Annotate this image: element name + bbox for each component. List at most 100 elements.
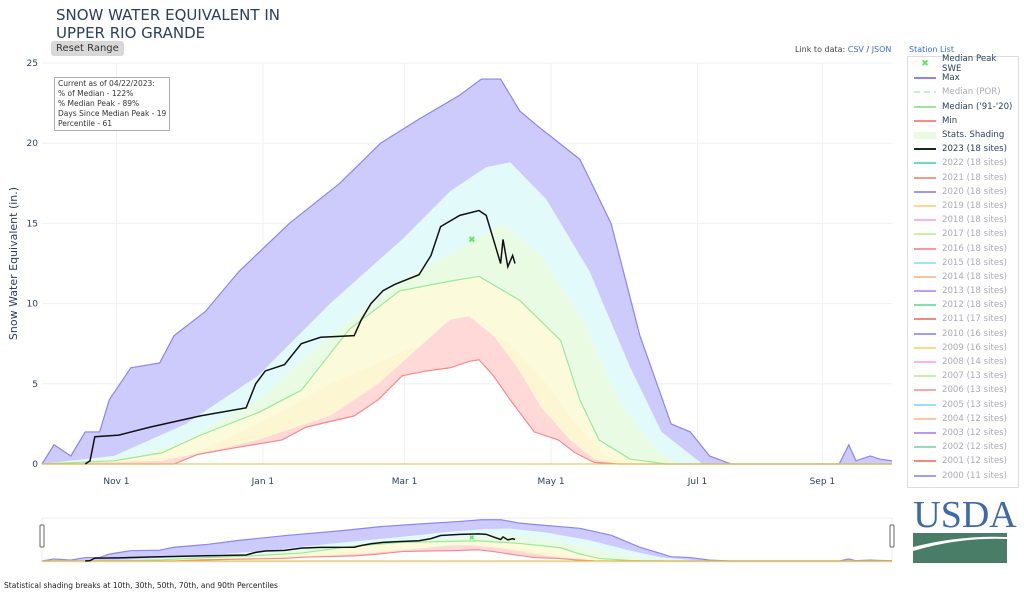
legend-item[interactable]: 2022 (18 sites)	[908, 156, 1018, 170]
legend: ✖ Median Peak SWE Max Median (POR) Median ('…	[907, 54, 1019, 488]
legend-label: Median (POR)	[942, 87, 1001, 98]
legend-swatch	[914, 275, 936, 278]
legend-swatch	[914, 403, 936, 406]
median-peak-marker: ✖	[469, 534, 475, 542]
legend-label: 2002 (12 sites)	[942, 442, 1007, 453]
x-tick-label: May 1	[537, 477, 564, 487]
legend-item[interactable]: 2017 (18 sites)	[908, 227, 1018, 241]
legend-item[interactable]: 2019 (18 sites)	[908, 199, 1018, 213]
min-line	[42, 359, 892, 465]
legend-label: Min	[942, 115, 958, 126]
footnote: Statistical shading breaks at 10th, 30th…	[4, 581, 278, 590]
station-list-link[interactable]: Station List	[909, 45, 954, 54]
legend-label: Stats. Shading	[942, 130, 1005, 141]
y-tick-label: 25	[27, 59, 38, 69]
legend-item[interactable]: 2021 (18 sites)	[908, 171, 1018, 185]
legend-swatch	[914, 204, 936, 207]
legend-label: 2016 (18 sites)	[942, 243, 1007, 254]
median-peak-marker: ✖	[468, 235, 476, 245]
x-tick-label: Jul 1	[687, 477, 707, 487]
reset-range-button[interactable]: Reset Range	[51, 41, 124, 56]
info-current-date: Current as of 04/22/2023:	[58, 79, 155, 88]
legend-item[interactable]: 2009 (16 sites)	[908, 341, 1018, 355]
legend-item[interactable]: Stats. Shading	[908, 128, 1018, 142]
legend-item[interactable]: 2016 (18 sites)	[908, 241, 1018, 255]
legend-item[interactable]: 2020 (18 sites)	[908, 185, 1018, 199]
legend-item[interactable]: Median ('91-'20)	[908, 100, 1018, 114]
link-separator: /	[863, 45, 872, 54]
y-tick-label: 10	[27, 300, 39, 310]
legend-item[interactable]: Min	[908, 114, 1018, 128]
legend-label: 2017 (18 sites)	[942, 229, 1007, 240]
legend-item[interactable]: 2010 (16 sites)	[908, 327, 1018, 341]
legend-swatch	[914, 162, 936, 165]
legend-label: Median Peak SWE	[942, 54, 997, 75]
band-max-p90	[42, 519, 892, 561]
legend-label: 2020 (18 sites)	[942, 186, 1007, 197]
series-2023-line	[84, 209, 516, 465]
legend-label: 2005 (13 sites)	[942, 399, 1007, 410]
min-line	[42, 549, 892, 562]
legend-item[interactable]: 2012 (18 sites)	[908, 298, 1018, 312]
band-p30-p10	[42, 316, 892, 464]
legend-label: 2011 (17 sites)	[942, 314, 1007, 325]
legend-label: 2010 (16 sites)	[942, 328, 1007, 339]
legend-item[interactable]: 2023 (18 sites)	[908, 142, 1018, 156]
legend-item[interactable]: 2018 (18 sites)	[908, 213, 1018, 227]
band-p70-median	[42, 535, 892, 561]
legend-item[interactable]: Median (POR)	[908, 85, 1018, 99]
legend-label: 2007 (13 sites)	[942, 371, 1007, 382]
y-axis-label: Snow Water Equivalent (in.)	[7, 187, 20, 340]
legend-swatch	[914, 119, 936, 122]
info-box: Current as of 04/22/2023: % of Median - …	[54, 77, 171, 131]
legend-item[interactable]: 2013 (18 sites)	[908, 284, 1018, 298]
legend-label: 2006 (13 sites)	[942, 385, 1007, 396]
band-p70-median	[42, 223, 892, 464]
legend-item[interactable]: 2015 (18 sites)	[908, 256, 1018, 270]
range-handle-left[interactable]	[39, 524, 45, 548]
legend-item[interactable]: 2011 (17 sites)	[908, 312, 1018, 326]
legend-swatch	[914, 247, 936, 250]
legend-item[interactable]: 2003 (12 sites)	[908, 426, 1018, 440]
legend-item[interactable]: 2002 (12 sites)	[908, 440, 1018, 454]
legend-item[interactable]: 2014 (18 sites)	[908, 270, 1018, 284]
y-tick-label: 5	[32, 380, 38, 390]
legend-swatch	[914, 261, 936, 264]
legend-label: 2000 (11 sites)	[942, 470, 1007, 481]
legend-swatch	[914, 131, 936, 139]
legend-swatch	[914, 290, 936, 293]
legend-item[interactable]: 2006 (13 sites)	[908, 383, 1018, 397]
legend-item[interactable]: 2004 (12 sites)	[908, 412, 1018, 426]
legend-label: Max	[942, 73, 960, 84]
legend-label: 2001 (12 sites)	[942, 456, 1007, 467]
legend-item[interactable]: 2007 (13 sites)	[908, 369, 1018, 383]
legend-item[interactable]: 2000 (11 sites)	[908, 468, 1018, 482]
legend-item[interactable]: Max	[908, 71, 1018, 85]
legend-swatch	[914, 91, 936, 94]
legend-item[interactable]: 2001 (12 sites)	[908, 454, 1018, 468]
chart-title: SNOW WATER EQUIVALENT IN UPPER RIO GRANDE	[56, 6, 356, 42]
legend-swatch	[914, 346, 936, 349]
info-percentile: Percentile - 61	[58, 119, 113, 128]
legend-label: 2014 (18 sites)	[942, 271, 1007, 282]
info-days-since-peak: Days Since Median Peak - 19	[58, 109, 167, 118]
legend-swatch	[914, 318, 936, 321]
json-link[interactable]: JSON	[871, 45, 892, 54]
legend-label: 2023 (18 sites)	[942, 144, 1007, 155]
band-p10-min	[42, 545, 892, 561]
legend-label: 2008 (14 sites)	[942, 357, 1007, 368]
x-tick-label: Nov 1	[103, 477, 129, 487]
range-handle-right[interactable]	[889, 524, 895, 548]
legend-swatch	[914, 233, 936, 236]
legend-item[interactable]: 2008 (14 sites)	[908, 355, 1018, 369]
legend-item[interactable]: ✖ Median Peak SWE	[908, 54, 1018, 75]
legend-label: 2018 (18 sites)	[942, 215, 1007, 226]
legend-item[interactable]: 2005 (13 sites)	[908, 398, 1018, 412]
band-p30-p10	[42, 545, 892, 561]
title-line-1: SNOW WATER EQUIVALENT IN	[56, 6, 280, 24]
usda-logo-text: USDA	[913, 495, 1017, 536]
legend-label: 2013 (18 sites)	[942, 286, 1007, 297]
link-prefix: Link to data:	[795, 45, 848, 54]
csv-link[interactable]: CSV	[847, 45, 864, 54]
